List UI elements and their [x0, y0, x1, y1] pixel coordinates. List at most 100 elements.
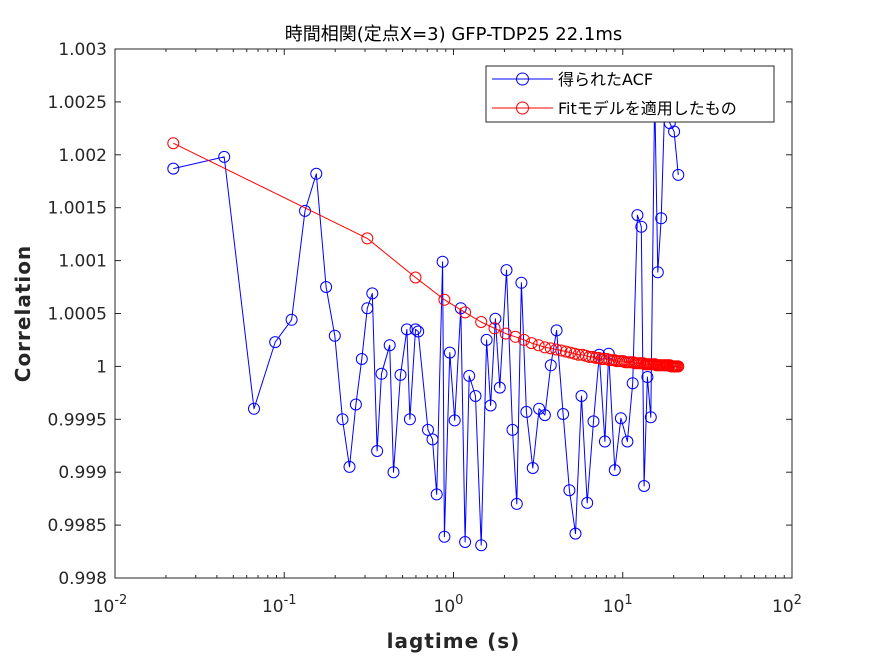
- acf-point: [489, 312, 502, 325]
- fit-point: [560, 345, 572, 358]
- acf-point: [167, 162, 180, 175]
- y-axis-label: Correlation: [11, 245, 35, 382]
- x-tick-label: 10-2: [93, 593, 128, 617]
- acf-point: [269, 336, 282, 349]
- y-tick-label: 1.003: [58, 40, 107, 60]
- plot-area: [115, 49, 792, 578]
- acf-point: [557, 408, 570, 420]
- chart-title: 時間相関(定点X=3) GFP-TDP25 22.1ms: [285, 24, 623, 45]
- x-tick-label: 102: [772, 593, 802, 617]
- acf-point: [403, 413, 416, 426]
- fit-point: [509, 330, 522, 343]
- axes-box: [114, 48, 793, 579]
- acf-point: [569, 527, 582, 540]
- acf-point: [631, 209, 644, 222]
- acf-point: [438, 530, 451, 543]
- acf-point: [510, 497, 523, 510]
- acf-point: [520, 405, 533, 418]
- acf-point: [371, 445, 384, 457]
- legend-box: [485, 65, 775, 123]
- acf-point: [651, 266, 664, 279]
- y-tick-label: 0.9985: [48, 516, 107, 536]
- fit-point: [532, 339, 545, 352]
- acf-point: [459, 536, 472, 548]
- y-tick-label: 1: [96, 357, 107, 377]
- acf-point: [361, 302, 374, 315]
- acf-line: [173, 88, 679, 546]
- fit-point: [518, 333, 530, 346]
- acf-point: [500, 264, 513, 277]
- legend-marker-acf: [516, 72, 529, 86]
- acf-point: [218, 150, 231, 163]
- acf-point: [644, 411, 657, 424]
- legend-marker-fit: [516, 101, 529, 115]
- acf-point: [493, 381, 506, 394]
- fit-point: [603, 354, 616, 367]
- acf-point: [349, 398, 362, 411]
- acf-point: [484, 399, 497, 412]
- fit-point: [361, 232, 374, 245]
- acf-point: [641, 371, 654, 383]
- x-tick-label: 100: [434, 593, 464, 617]
- acf-point: [538, 409, 551, 422]
- acf-point: [608, 464, 621, 477]
- acf-point: [626, 377, 639, 390]
- acf-point: [587, 415, 600, 428]
- acf-point: [355, 353, 368, 365]
- fit-point: [564, 346, 577, 359]
- tick-labels: 10-2 10-1 100 101 102 0.998 0.9985 0.999 0.9995 1…: [48, 40, 802, 617]
- acf-point: [668, 125, 681, 138]
- legend-label-fit: Fitモデルを適用したもの: [558, 99, 737, 118]
- acf-point: [375, 367, 388, 380]
- acf-point: [506, 423, 519, 436]
- acf-point: [343, 460, 356, 473]
- series-fit: [167, 137, 685, 373]
- acf-point: [387, 466, 400, 479]
- acf-point: [426, 433, 439, 446]
- acf-point: [515, 276, 528, 289]
- acf-point: [422, 423, 434, 436]
- acf-point: [480, 333, 493, 346]
- acf-point: [430, 488, 443, 501]
- y-tick-label: 1.0015: [48, 199, 107, 219]
- fit-point: [538, 341, 551, 354]
- y-tick-label: 1.001: [58, 252, 107, 272]
- acf-point: [655, 212, 668, 225]
- fit-point: [550, 343, 563, 356]
- x-axis-label: lagtime (s): [387, 629, 521, 653]
- fit-point: [488, 322, 501, 335]
- fit-point: [672, 360, 685, 373]
- fit-point: [583, 350, 596, 363]
- y-tick-label: 1.002: [58, 146, 107, 166]
- acf-point: [412, 325, 425, 338]
- acf-point: [454, 302, 467, 315]
- acf-point: [436, 255, 449, 268]
- acf-point: [598, 435, 611, 448]
- y-tick-label: 0.999: [58, 463, 107, 483]
- fit-point: [475, 316, 488, 328]
- acf-point: [544, 359, 557, 372]
- acf-point: [320, 281, 333, 293]
- acf-point: [621, 435, 634, 448]
- fit-point: [167, 137, 180, 150]
- acf-point: [328, 329, 341, 342]
- acf-point: [448, 414, 461, 427]
- acf-point: [463, 369, 476, 382]
- series-acf: [167, 83, 685, 552]
- acf-point: [469, 390, 482, 402]
- acf-point: [409, 323, 422, 336]
- x-tick-label: 10-1: [262, 593, 297, 617]
- legend: 得られたACF Fitモデルを適用したもの: [485, 65, 775, 123]
- acf-point: [550, 324, 563, 337]
- acf-point: [443, 346, 456, 359]
- y-tick-label: 0.998: [58, 569, 107, 589]
- y-tick-label: 1.0025: [48, 93, 107, 113]
- acf-point: [475, 539, 488, 552]
- fit-point: [555, 344, 568, 357]
- acf-point: [285, 313, 298, 326]
- acf-point: [383, 339, 396, 352]
- fit-point: [598, 353, 611, 365]
- acf-point: [638, 480, 651, 492]
- fit-point: [438, 293, 451, 306]
